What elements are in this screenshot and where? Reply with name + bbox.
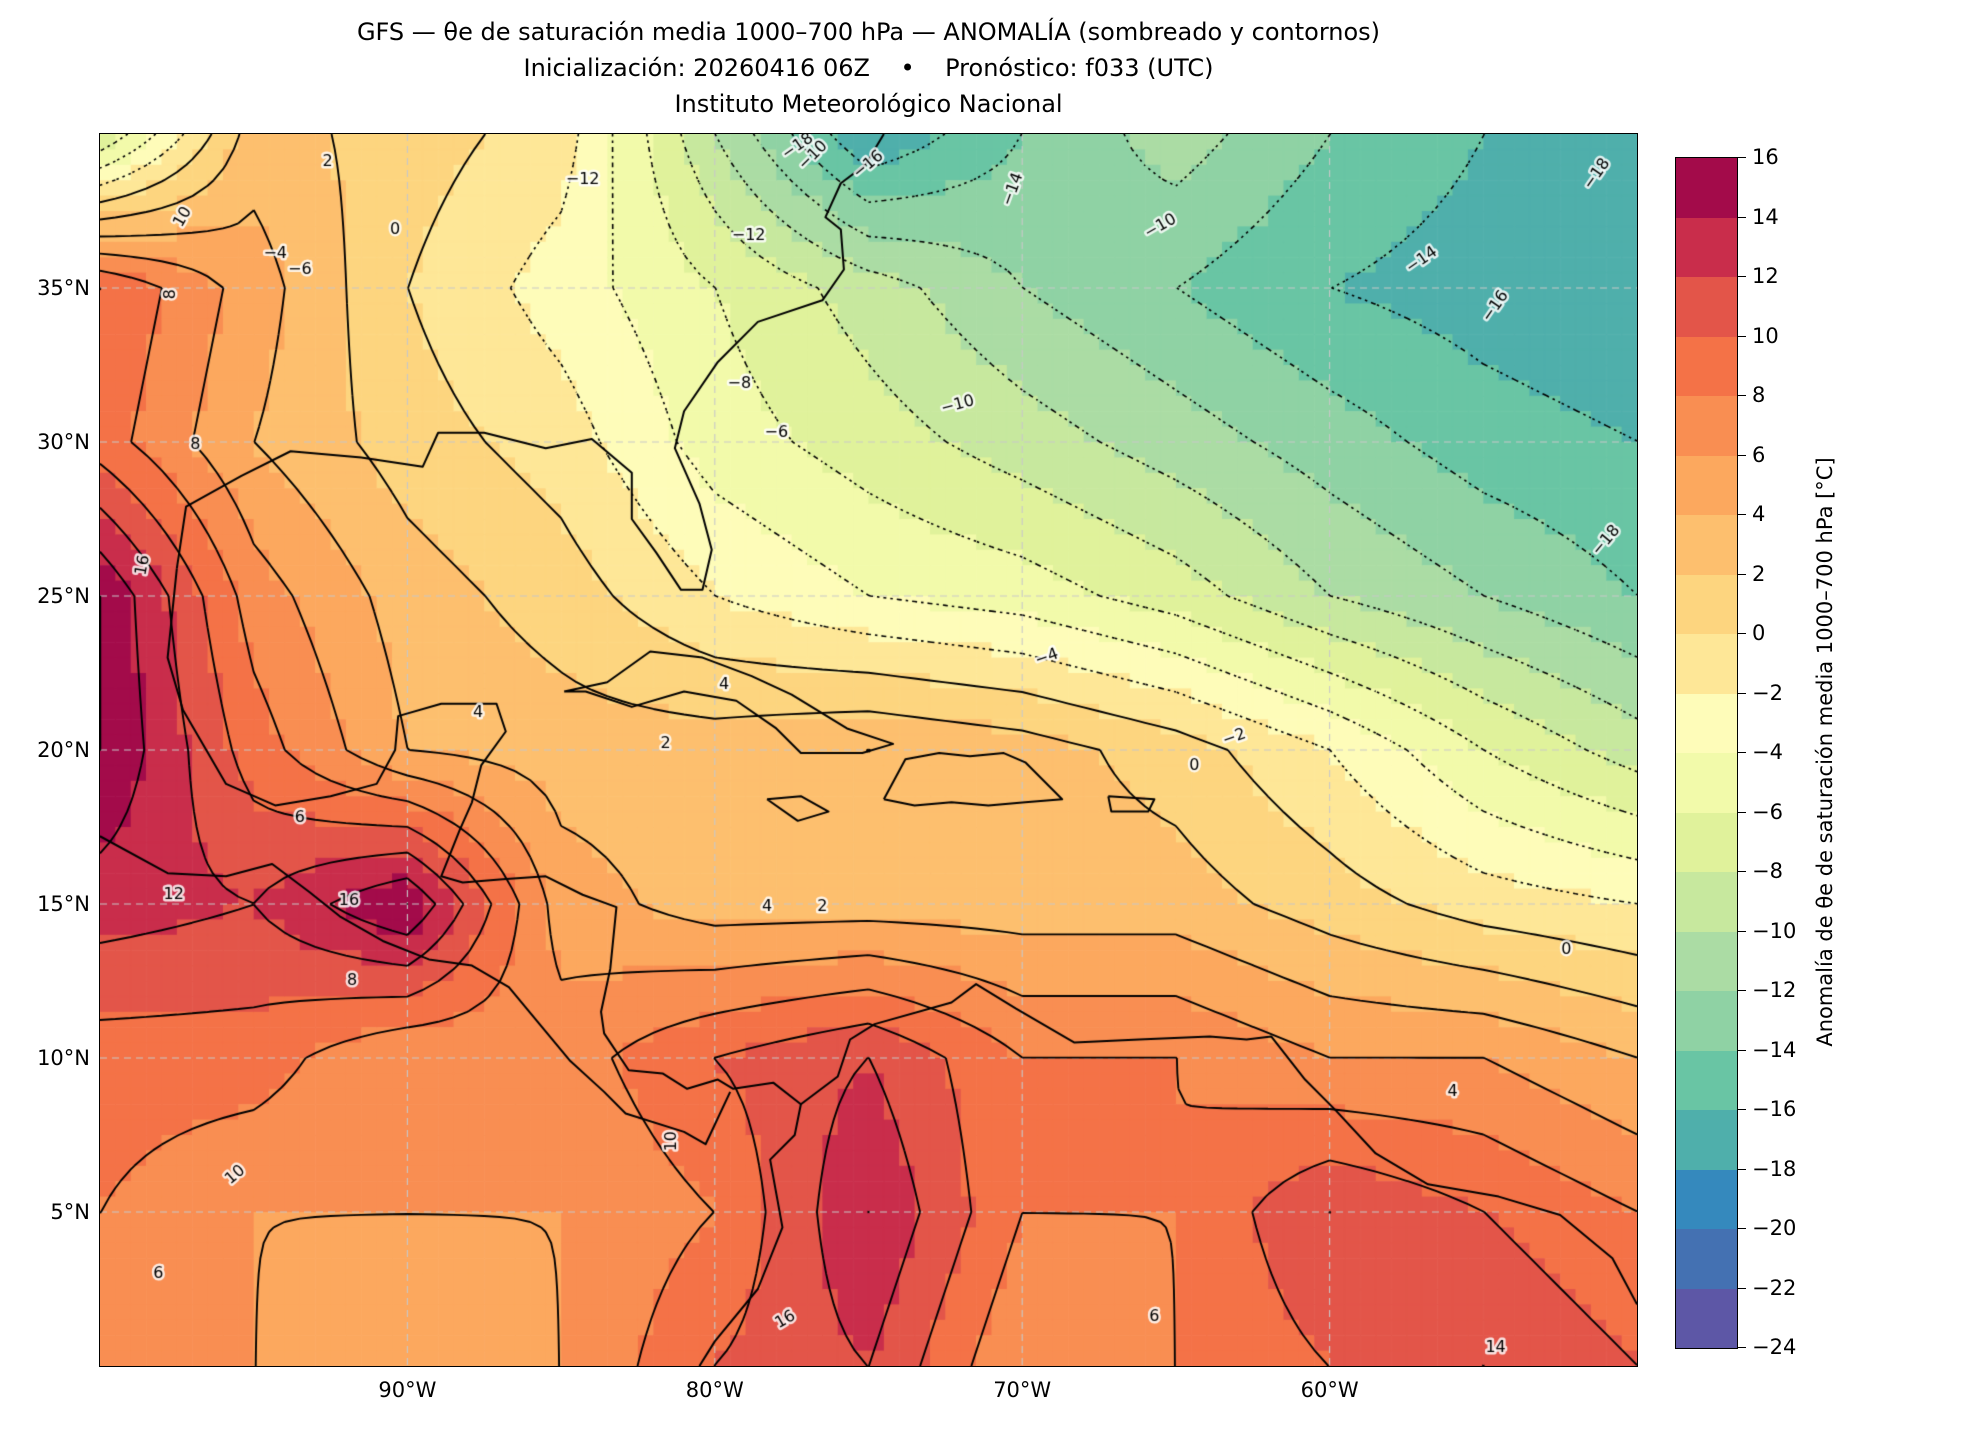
colorbar-tick-label: 8 <box>1752 383 1766 407</box>
lon-tick-label: 70°W <box>993 1378 1052 1402</box>
colorbar-tick <box>1738 1109 1746 1110</box>
colorbar <box>1675 157 1738 1349</box>
colorbar-segment <box>1676 931 1737 991</box>
colorbar-tick-label: −12 <box>1752 978 1797 1002</box>
colorbar-tick <box>1738 335 1746 337</box>
colorbar-tick-label: −16 <box>1752 1097 1797 1121</box>
colorbar-tick <box>1738 871 1746 872</box>
lon-tick-label: 60°W <box>1300 1378 1359 1402</box>
colorbar-tick-label: −24 <box>1752 1335 1797 1359</box>
colorbar-tick <box>1738 157 1746 158</box>
colorbar-tick-label: −18 <box>1752 1156 1797 1181</box>
colorbar-tick <box>1738 930 1746 932</box>
colorbar-tick-label: −6 <box>1752 799 1783 824</box>
colorbar-tick <box>1738 276 1746 277</box>
title-block: GFS — θe de saturación media 1000–700 hP… <box>100 14 1637 122</box>
lat-tick-label: 10°N <box>37 1046 90 1070</box>
colorbar-segment <box>1676 812 1737 872</box>
colorbar-tick <box>1738 1347 1746 1348</box>
colorbar-tick-label: 10 <box>1752 323 1779 348</box>
colorbar-segment <box>1676 158 1737 218</box>
lat-tick-label: 30°N <box>37 430 90 454</box>
colorbar-tick-label: 6 <box>1752 442 1766 467</box>
lat-tick-label: 5°N <box>50 1200 90 1224</box>
chart-title: GFS — θe de saturación media 1000–700 hP… <box>356 18 1381 46</box>
colorbar-segment <box>1676 217 1737 277</box>
colorbar-segment <box>1676 693 1737 753</box>
colorbar-tick-label: 4 <box>1752 502 1766 526</box>
colorbar-tick <box>1738 216 1746 218</box>
colorbar-segment <box>1676 1169 1737 1229</box>
colorbar-tick-label: −4 <box>1752 740 1783 764</box>
colorbar-segment <box>1676 1229 1737 1289</box>
colorbar-tick-label: 12 <box>1752 264 1779 288</box>
lat-tick-label: 25°N <box>37 584 90 608</box>
colorbar-tick-label: −14 <box>1752 1037 1797 1062</box>
colorbar-tick <box>1738 514 1746 515</box>
lon-tick-label: 90°W <box>378 1378 437 1402</box>
colorbar-tick <box>1738 1228 1746 1229</box>
colorbar-tick <box>1738 811 1746 813</box>
colorbar-tick <box>1738 990 1746 991</box>
colorbar-tick <box>1738 573 1746 575</box>
colorbar-tick <box>1738 633 1746 634</box>
lon-tick-label: 80°W <box>685 1378 744 1402</box>
colorbar-label: Anomalía de θe de saturación media 1000–… <box>1813 457 1837 1047</box>
colorbar-tick <box>1738 1049 1746 1051</box>
colorbar-segment <box>1676 455 1737 515</box>
colorbar-segment <box>1676 515 1737 575</box>
colorbar-segment <box>1676 1110 1737 1170</box>
colorbar-tick-label: −2 <box>1752 680 1783 705</box>
colorbar-segment <box>1676 574 1737 634</box>
colorbar-segment <box>1676 1050 1737 1110</box>
colorbar-tick-label: 14 <box>1752 204 1779 229</box>
colorbar-segment <box>1676 277 1737 337</box>
colorbar-segment <box>1676 753 1737 813</box>
colorbar-tick <box>1738 752 1746 753</box>
lat-tick-label: 15°N <box>37 892 90 916</box>
colorbar-tick-label: 2 <box>1752 561 1766 586</box>
colorbar-tick <box>1738 1168 1746 1170</box>
anomaly-map-canvas <box>100 134 1637 1366</box>
colorbar-segment <box>1676 396 1737 456</box>
colorbar-tick <box>1738 692 1746 694</box>
colorbar-segment <box>1676 634 1737 694</box>
colorbar-segment <box>1676 872 1737 932</box>
colorbar-tick-label: −20 <box>1752 1216 1797 1240</box>
chart-subtitle: Inicialización: 20260416 06Z • Pronóstic… <box>523 54 1214 82</box>
lat-tick-label: 35°N <box>37 276 90 300</box>
colorbar-tick-label: −8 <box>1752 859 1783 883</box>
colorbar-tick-label: 0 <box>1752 621 1766 645</box>
colorbar-tick <box>1738 454 1746 456</box>
colorbar-tick-label: 16 <box>1752 145 1779 169</box>
chart-institution: Instituto Meteorológico Nacional <box>674 90 1063 118</box>
colorbar-segment <box>1676 336 1737 396</box>
colorbar-segment <box>1676 991 1737 1051</box>
colorbar-tick <box>1738 1287 1746 1289</box>
colorbar-tick-label: −22 <box>1752 1275 1797 1300</box>
colorbar-tick <box>1738 395 1746 396</box>
colorbar-tick-label: −10 <box>1752 918 1797 943</box>
lat-tick-label: 20°N <box>37 738 90 762</box>
colorbar-segment <box>1676 1288 1737 1348</box>
